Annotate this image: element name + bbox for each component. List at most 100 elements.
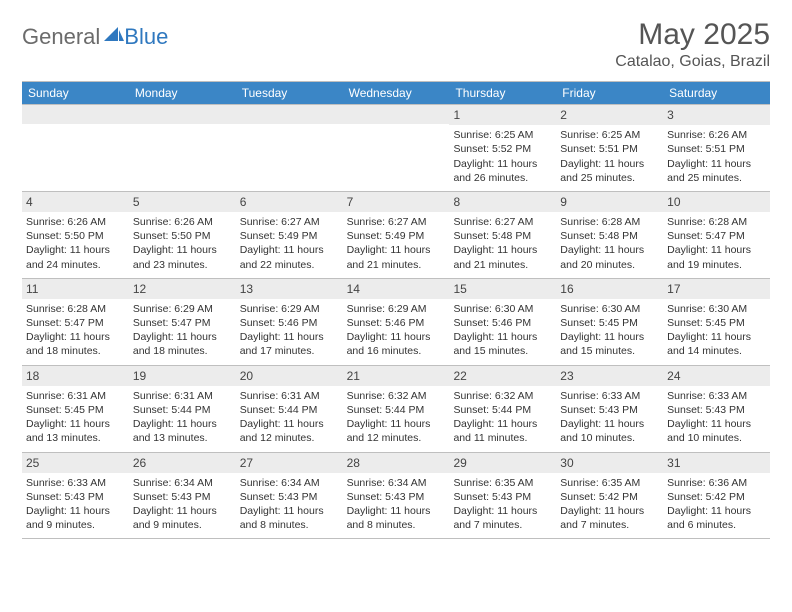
day-cell: 6Sunrise: 6:27 AMSunset: 5:49 PMDaylight…: [236, 192, 343, 278]
day-number: 24: [663, 366, 770, 386]
day-cell: 5Sunrise: 6:26 AMSunset: 5:50 PMDaylight…: [129, 192, 236, 278]
day-number: 21: [343, 366, 450, 386]
logo-text-general: General: [22, 24, 100, 50]
daylight-text: Daylight: 11 hours and 19 minutes.: [667, 243, 766, 271]
sunrise-text: Sunrise: 6:33 AM: [667, 389, 766, 403]
week-row: 18Sunrise: 6:31 AMSunset: 5:45 PMDayligh…: [22, 365, 770, 452]
daylight-text: Daylight: 11 hours and 17 minutes.: [240, 330, 339, 358]
day-number: 16: [556, 279, 663, 299]
sunset-text: Sunset: 5:51 PM: [560, 142, 659, 156]
day-cell: 3Sunrise: 6:26 AMSunset: 5:51 PMDaylight…: [663, 105, 770, 191]
day-number: 5: [129, 192, 236, 212]
sunset-text: Sunset: 5:44 PM: [133, 403, 232, 417]
daylight-text: Daylight: 11 hours and 22 minutes.: [240, 243, 339, 271]
day-number: 3: [663, 105, 770, 125]
day-number: 4: [22, 192, 129, 212]
sunset-text: Sunset: 5:44 PM: [453, 403, 552, 417]
sunset-text: Sunset: 5:43 PM: [240, 490, 339, 504]
day-number: 23: [556, 366, 663, 386]
sunset-text: Sunset: 5:49 PM: [347, 229, 446, 243]
sunset-text: Sunset: 5:43 PM: [347, 490, 446, 504]
daylight-text: Daylight: 11 hours and 12 minutes.: [347, 417, 446, 445]
daylight-text: Daylight: 11 hours and 13 minutes.: [26, 417, 125, 445]
logo-text-blue: Blue: [124, 24, 168, 50]
day-number: 10: [663, 192, 770, 212]
sunset-text: Sunset: 5:51 PM: [667, 142, 766, 156]
day-number: 1: [449, 105, 556, 125]
daylight-text: Daylight: 11 hours and 8 minutes.: [347, 504, 446, 532]
weekday-thu: Thursday: [449, 82, 556, 104]
day-cell: 23Sunrise: 6:33 AMSunset: 5:43 PMDayligh…: [556, 366, 663, 452]
day-cell: 15Sunrise: 6:30 AMSunset: 5:46 PMDayligh…: [449, 279, 556, 365]
day-cell: 14Sunrise: 6:29 AMSunset: 5:46 PMDayligh…: [343, 279, 450, 365]
day-cell: 28Sunrise: 6:34 AMSunset: 5:43 PMDayligh…: [343, 453, 450, 539]
sunset-text: Sunset: 5:48 PM: [453, 229, 552, 243]
day-cell: 13Sunrise: 6:29 AMSunset: 5:46 PMDayligh…: [236, 279, 343, 365]
sunset-text: Sunset: 5:47 PM: [133, 316, 232, 330]
sunset-text: Sunset: 5:45 PM: [667, 316, 766, 330]
day-cell: 22Sunrise: 6:32 AMSunset: 5:44 PMDayligh…: [449, 366, 556, 452]
sunrise-text: Sunrise: 6:31 AM: [26, 389, 125, 403]
sunrise-text: Sunrise: 6:27 AM: [453, 215, 552, 229]
day-cell: 2Sunrise: 6:25 AMSunset: 5:51 PMDaylight…: [556, 105, 663, 191]
day-number: 2: [556, 105, 663, 125]
day-cell: 29Sunrise: 6:35 AMSunset: 5:43 PMDayligh…: [449, 453, 556, 539]
sunset-text: Sunset: 5:43 PM: [667, 403, 766, 417]
daylight-text: Daylight: 11 hours and 15 minutes.: [453, 330, 552, 358]
day-cell: [236, 105, 343, 191]
sunset-text: Sunset: 5:43 PM: [133, 490, 232, 504]
sunset-text: Sunset: 5:44 PM: [240, 403, 339, 417]
weekday-header-row: Sunday Monday Tuesday Wednesday Thursday…: [22, 82, 770, 104]
header: General Blue May 2025 Catalao, Goias, Br…: [22, 18, 770, 71]
sunset-text: Sunset: 5:45 PM: [560, 316, 659, 330]
week-row: 1Sunrise: 6:25 AMSunset: 5:52 PMDaylight…: [22, 104, 770, 191]
daylight-text: Daylight: 11 hours and 24 minutes.: [26, 243, 125, 271]
sunset-text: Sunset: 5:44 PM: [347, 403, 446, 417]
day-number: 6: [236, 192, 343, 212]
daylight-text: Daylight: 11 hours and 7 minutes.: [453, 504, 552, 532]
daylight-text: Daylight: 11 hours and 21 minutes.: [453, 243, 552, 271]
daylight-text: Daylight: 11 hours and 15 minutes.: [560, 330, 659, 358]
weekday-sun: Sunday: [22, 82, 129, 104]
sunrise-text: Sunrise: 6:28 AM: [667, 215, 766, 229]
weekday-tue: Tuesday: [236, 82, 343, 104]
daylight-text: Daylight: 11 hours and 7 minutes.: [560, 504, 659, 532]
sunrise-text: Sunrise: 6:35 AM: [560, 476, 659, 490]
daylight-text: Daylight: 11 hours and 9 minutes.: [133, 504, 232, 532]
sunset-text: Sunset: 5:47 PM: [26, 316, 125, 330]
weekday-wed: Wednesday: [343, 82, 450, 104]
day-number: 22: [449, 366, 556, 386]
daylight-text: Daylight: 11 hours and 16 minutes.: [347, 330, 446, 358]
sunrise-text: Sunrise: 6:34 AM: [240, 476, 339, 490]
sunrise-text: Sunrise: 6:31 AM: [133, 389, 232, 403]
daylight-text: Daylight: 11 hours and 11 minutes.: [453, 417, 552, 445]
day-cell: 27Sunrise: 6:34 AMSunset: 5:43 PMDayligh…: [236, 453, 343, 539]
day-number: 27: [236, 453, 343, 473]
day-cell: 12Sunrise: 6:29 AMSunset: 5:47 PMDayligh…: [129, 279, 236, 365]
location: Catalao, Goias, Brazil: [615, 53, 770, 71]
daylight-text: Daylight: 11 hours and 21 minutes.: [347, 243, 446, 271]
sunrise-text: Sunrise: 6:30 AM: [560, 302, 659, 316]
sunrise-text: Sunrise: 6:30 AM: [453, 302, 552, 316]
sunrise-text: Sunrise: 6:27 AM: [240, 215, 339, 229]
sunrise-text: Sunrise: 6:34 AM: [347, 476, 446, 490]
daylight-text: Daylight: 11 hours and 9 minutes.: [26, 504, 125, 532]
sunset-text: Sunset: 5:46 PM: [240, 316, 339, 330]
day-cell: 30Sunrise: 6:35 AMSunset: 5:42 PMDayligh…: [556, 453, 663, 539]
day-number: 26: [129, 453, 236, 473]
day-cell: 24Sunrise: 6:33 AMSunset: 5:43 PMDayligh…: [663, 366, 770, 452]
day-number: 31: [663, 453, 770, 473]
daylight-text: Daylight: 11 hours and 18 minutes.: [133, 330, 232, 358]
day-cell: 18Sunrise: 6:31 AMSunset: 5:45 PMDayligh…: [22, 366, 129, 452]
sunrise-text: Sunrise: 6:26 AM: [667, 128, 766, 142]
daylight-text: Daylight: 11 hours and 14 minutes.: [667, 330, 766, 358]
sunrise-text: Sunrise: 6:28 AM: [560, 215, 659, 229]
day-number: 20: [236, 366, 343, 386]
day-cell: [343, 105, 450, 191]
day-cell: 21Sunrise: 6:32 AMSunset: 5:44 PMDayligh…: [343, 366, 450, 452]
sunrise-text: Sunrise: 6:25 AM: [560, 128, 659, 142]
logo-sail-icon: [104, 27, 124, 43]
daylight-text: Daylight: 11 hours and 20 minutes.: [560, 243, 659, 271]
sunset-text: Sunset: 5:50 PM: [133, 229, 232, 243]
day-number: 7: [343, 192, 450, 212]
